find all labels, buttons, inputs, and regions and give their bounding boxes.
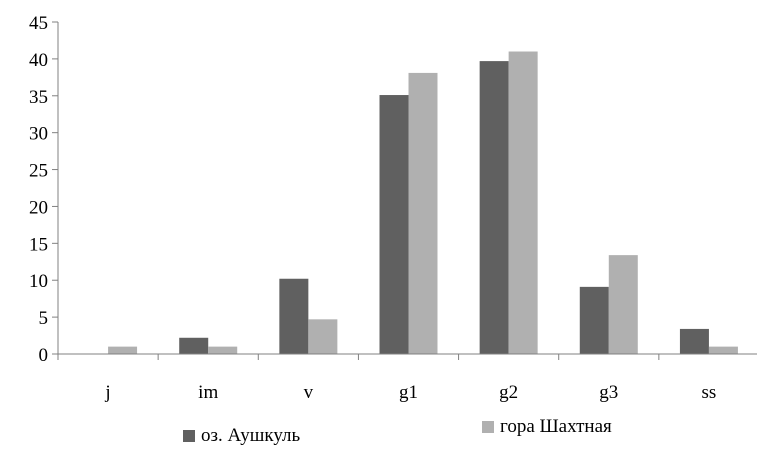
bar-series-2-g2 <box>508 51 538 355</box>
y-tick-label: 35 <box>29 87 48 108</box>
x-axis-labels: j im v g1 g2 g3 ss <box>104 382 716 403</box>
y-tick-label: 0 <box>39 345 49 366</box>
y-tick-label: 45 <box>29 13 48 34</box>
axes <box>57 22 757 360</box>
bar-series-2-im <box>208 346 238 354</box>
y-tick-label: 40 <box>29 50 48 71</box>
legend: оз. Аушкуль гора Шахтная <box>0 416 757 455</box>
y-axis-ticks: 0 5 10 15 20 25 30 35 40 45 <box>29 13 58 366</box>
legend-label-series-2: гора Шахтная <box>500 416 612 437</box>
legend-swatch-series-2 <box>482 421 494 433</box>
bar-series-1-g3 <box>579 286 609 354</box>
y-tick-label: 5 <box>39 308 49 329</box>
bar-series-1-v <box>279 278 309 354</box>
bar-series-2-g3 <box>608 255 638 354</box>
x-tick-label: v <box>304 382 314 403</box>
x-tick-label: g1 <box>399 382 418 403</box>
bar-series-2-v <box>308 319 338 354</box>
x-tick-label: j <box>104 382 110 403</box>
y-tick-label: 30 <box>29 124 48 145</box>
x-tick-label: g2 <box>499 382 518 403</box>
x-tick-label: im <box>198 382 218 403</box>
y-tick-label: 25 <box>29 161 48 182</box>
legend-item-series-1: оз. Аушкуль <box>183 425 300 447</box>
bars <box>108 51 738 355</box>
y-tick-label: 20 <box>29 197 48 218</box>
y-tick-label: 15 <box>29 234 48 255</box>
legend-label-series-1: оз. Аушкуль <box>201 425 301 446</box>
bar-series-1-g2 <box>479 61 509 354</box>
legend-item-series-2: гора Шахтная <box>482 416 612 438</box>
legend-swatch-series-1 <box>183 430 195 442</box>
x-tick-label: ss <box>702 382 717 403</box>
y-tick-label: 10 <box>29 271 48 292</box>
bar-series-1-ss <box>679 328 709 354</box>
bar-series-2-ss <box>708 346 738 354</box>
bar-series-2-g1 <box>408 72 438 354</box>
bar-series-1-im <box>179 337 209 354</box>
bar-series-1-g1 <box>379 95 409 354</box>
bar-series-2-j <box>108 346 138 354</box>
x-tick-label: g3 <box>599 382 618 403</box>
